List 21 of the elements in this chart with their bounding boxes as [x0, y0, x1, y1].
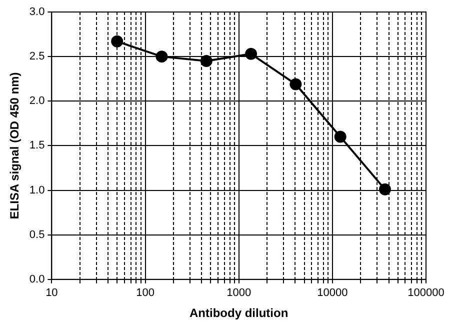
- y-tick-label: 1.5: [29, 140, 45, 152]
- point: [200, 55, 212, 68]
- x-tick-label: 10000: [317, 287, 348, 300]
- point: [334, 130, 346, 143]
- y-tick-label: 0.0: [29, 273, 45, 286]
- point: [378, 183, 391, 196]
- y-axis-title: ELISA signal (OD 450 nm): [8, 72, 22, 220]
- y-tick-label: 1.0: [29, 184, 45, 196]
- y-tick-label: 2.5: [29, 50, 45, 63]
- point: [245, 48, 258, 60]
- point: [290, 78, 302, 90]
- point: [111, 35, 124, 48]
- x-axis-title: Antibody dilution: [190, 306, 288, 320]
- point: [156, 50, 168, 63]
- x-tick-label: 10: [46, 287, 58, 300]
- x-tick-label: 100: [136, 287, 154, 300]
- y-tick-label: 2.0: [29, 95, 45, 108]
- x-tick-label: 100000: [408, 287, 444, 300]
- y-tick-label: 3.0: [29, 6, 45, 18]
- y-tick-label: 0.5: [29, 228, 45, 241]
- x-tick-label: 1000: [226, 287, 252, 300]
